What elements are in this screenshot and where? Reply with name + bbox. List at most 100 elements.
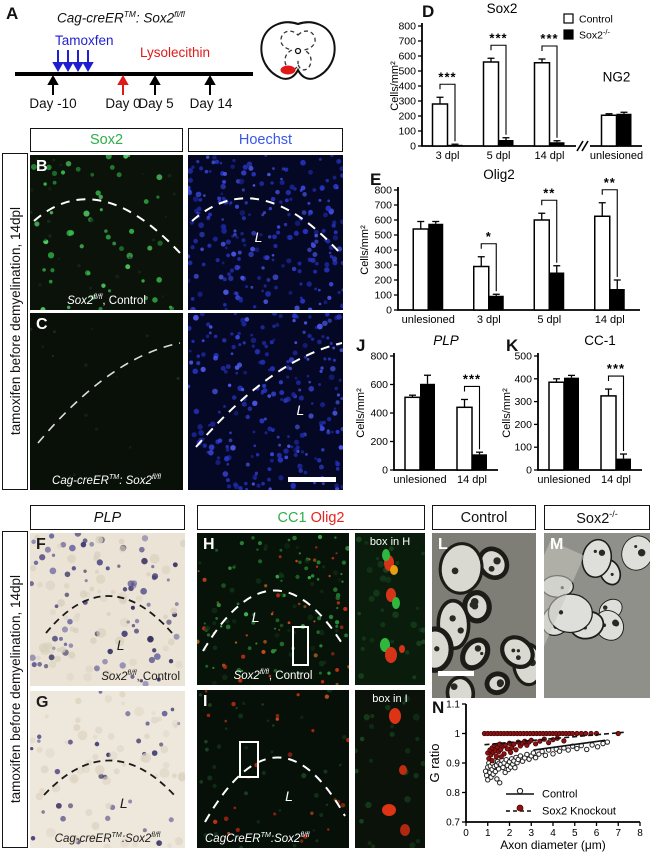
- header-hoechst: Hoechst: [188, 128, 343, 152]
- sidebar-label-top: tamoxifen before demyelination, 14dpl: [2, 153, 28, 490]
- svg-text:7: 7: [615, 828, 621, 839]
- panel-h-letter: H: [203, 536, 215, 553]
- svg-text:Sox2 Knockout: Sox2 Knockout: [542, 806, 616, 818]
- lesion-letter: L: [254, 229, 263, 246]
- svg-text:1: 1: [485, 828, 491, 839]
- svg-text:5 dpl: 5 dpl: [487, 150, 511, 162]
- svg-text:400: 400: [398, 81, 416, 93]
- panel-g-plp-image: G L Cag-creERTM:Sox2fl/fl: [30, 691, 185, 848]
- svg-text:1.1: 1.1: [446, 700, 460, 711]
- svg-text:**: **: [543, 185, 555, 200]
- spinal-cord-diagram: [260, 21, 336, 80]
- panel-h-inset-label: box in H: [369, 536, 411, 548]
- svg-text:600: 600: [398, 51, 416, 63]
- panel-n-letter: N: [432, 698, 445, 717]
- svg-text:700: 700: [374, 200, 392, 212]
- header-cc1-text: CC1: [277, 509, 307, 526]
- panel-j-letter: J: [356, 336, 366, 355]
- chart-plp-counts: 0 200 400 600 800 Cells/mm² PLP unlesioned 14 dp…: [354, 332, 506, 490]
- panel-c-sox2-image: C Cag-creERTM: Sox2fl/fl: [30, 313, 183, 490]
- lesion-letter: L: [296, 401, 305, 418]
- genotype-title-part: : Sox2: [135, 10, 175, 26]
- svg-text:14 dpl: 14 dpl: [535, 150, 565, 162]
- svg-text:***: ***: [438, 69, 456, 84]
- sidebar-label-bottom-text: tamoxifen before demyelination, 14dpl: [7, 575, 23, 804]
- svg-text:300: 300: [374, 260, 392, 272]
- svg-text:0: 0: [526, 465, 532, 477]
- svg-text:800: 800: [398, 21, 416, 33]
- svg-text:Cells/mm²: Cells/mm²: [389, 61, 401, 111]
- chart-g-ratio-scatter: 0.7 0.8 0.9 1 1.1 0 1 2 3 4 5 6 7 8 Axon diameter (μm)…: [427, 698, 650, 852]
- svg-text:6: 6: [594, 828, 600, 839]
- svg-text:200: 200: [374, 275, 392, 287]
- svg-text:14 dpl: 14 dpl: [457, 474, 487, 486]
- svg-text:200: 200: [514, 419, 532, 431]
- svg-text:8: 8: [637, 828, 643, 839]
- svg-text:***: ***: [607, 361, 625, 376]
- header-control: Control: [432, 505, 536, 530]
- panel-g-caption: Cag-creERTM:Sox2fl/fl: [54, 831, 161, 845]
- svg-text:5: 5: [572, 828, 578, 839]
- header-plp: PLP: [30, 505, 185, 530]
- svg-text:0: 0: [410, 141, 416, 153]
- chart-olig2-counts: 0 100 200 300 400 500 600 700 800 Cells/mm² Olig2 u…: [358, 166, 650, 330]
- svg-text:0.8: 0.8: [446, 788, 460, 799]
- lesion-site-marker: [280, 65, 296, 75]
- sidebar-label-bottom: tamoxifen before demyelination, 14dpl: [2, 531, 28, 848]
- svg-text:**: **: [604, 175, 616, 190]
- genotype-title-sup-tm: TM: [123, 9, 136, 19]
- svg-text:G ratio: G ratio: [428, 743, 442, 782]
- svg-text:*: *: [486, 229, 492, 244]
- timeline-arrows-icon: [47, 74, 216, 95]
- svg-text:100: 100: [514, 442, 532, 454]
- genotype-title-part: Cag-creER: [57, 10, 124, 26]
- panel-b-hoechst-image: L: [188, 155, 343, 310]
- header-cc1-olig2: CC1 Olig2: [197, 505, 425, 530]
- tamoxifen-arrows-icon: [52, 50, 94, 73]
- svg-text:3 dpl: 3 dpl: [477, 314, 501, 326]
- svg-text:600: 600: [374, 215, 392, 227]
- panel-i-letter: I: [203, 693, 208, 710]
- svg-text:5 dpl: 5 dpl: [537, 314, 561, 326]
- svg-text:14 dpl: 14 dpl: [601, 474, 631, 486]
- timeline-graphic: [15, 50, 253, 95]
- svg-text:***: ***: [463, 371, 481, 386]
- panel-k-letter: K: [506, 336, 519, 355]
- svg-text:500: 500: [374, 230, 392, 242]
- panel-c-hoechst-image: L: [188, 313, 343, 490]
- svg-text:Cells/mm²: Cells/mm²: [359, 225, 371, 275]
- svg-text:PLP: PLP: [433, 333, 459, 348]
- panel-b-sox2-image: B Sox2fl/fl, Control: [30, 155, 183, 310]
- panel-b-letter: B: [36, 158, 48, 175]
- svg-text:600: 600: [370, 379, 388, 391]
- svg-text:500: 500: [514, 351, 532, 363]
- panel-g-letter: G: [36, 694, 49, 711]
- panel-l-letter: L: [438, 536, 448, 553]
- svg-text:4: 4: [550, 828, 556, 839]
- panel-l-em-image: L: [432, 533, 536, 698]
- svg-text:300: 300: [398, 96, 416, 108]
- svg-text:400: 400: [374, 245, 392, 257]
- svg-text:0.9: 0.9: [446, 759, 460, 770]
- svg-text:800: 800: [374, 185, 392, 197]
- day-5-label: Day 5: [138, 96, 174, 111]
- svg-text:3: 3: [528, 828, 534, 839]
- svg-text:unlesioned: unlesioned: [393, 474, 446, 486]
- lesion-letter: L: [119, 794, 128, 811]
- svg-text:300: 300: [514, 396, 532, 408]
- svg-text:0: 0: [463, 828, 469, 839]
- lesion-letter: L: [116, 637, 125, 654]
- panel-e-letter: E: [370, 170, 382, 189]
- svg-text:0: 0: [386, 305, 392, 317]
- svg-text:200: 200: [370, 436, 388, 448]
- svg-text:unlesioned: unlesioned: [590, 150, 643, 162]
- day-14-label: Day 14: [189, 96, 233, 111]
- svg-text:Sox2: Sox2: [487, 1, 518, 16]
- genotype-title-sup-fl: fl/fl: [174, 9, 185, 19]
- panel-f-plp-image: F L Sox2fl/fl, Control: [30, 533, 185, 686]
- panel-i-inset-image: box in I: [355, 690, 425, 848]
- svg-text:NG2: NG2: [603, 70, 631, 85]
- header-sox2-ko: Sox2-/-: [544, 505, 650, 530]
- panel-f-letter: F: [36, 536, 46, 553]
